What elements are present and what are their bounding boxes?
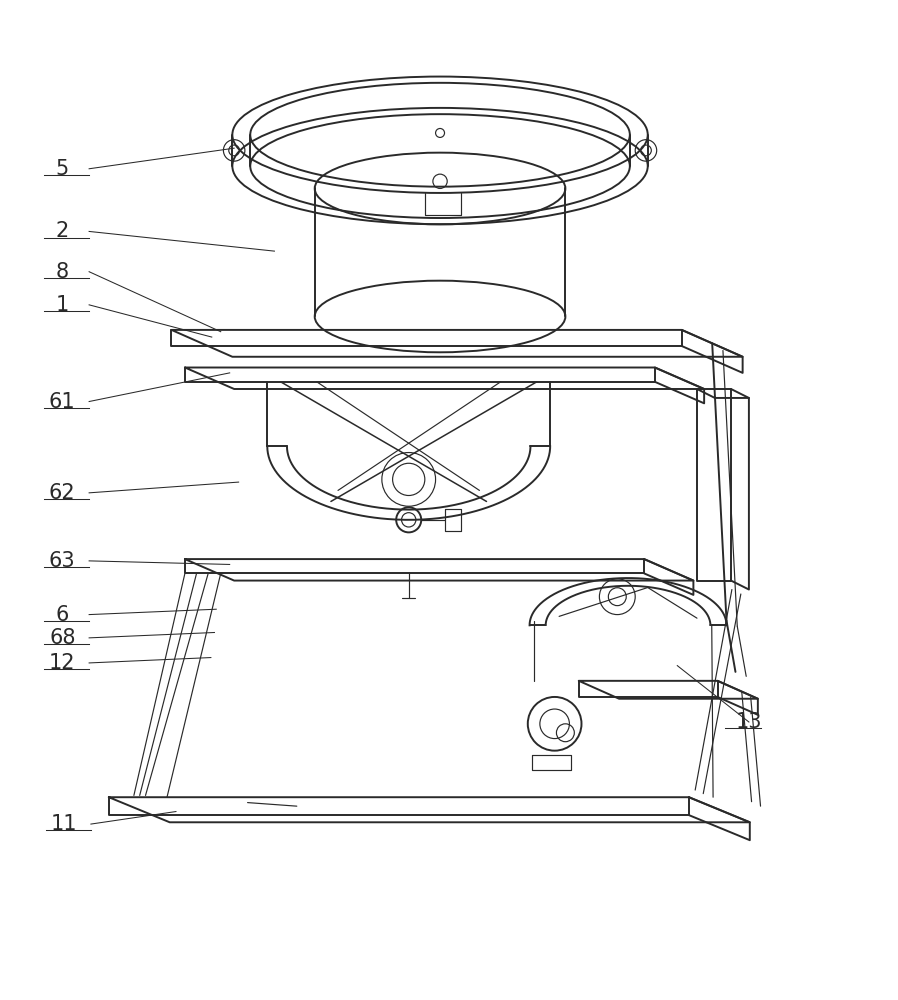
Text: 6: 6: [56, 605, 69, 625]
Text: 2: 2: [56, 221, 69, 241]
Text: 68: 68: [49, 628, 75, 648]
Text: 8: 8: [56, 262, 69, 282]
Text: 62: 62: [49, 483, 75, 503]
Text: 12: 12: [49, 653, 75, 673]
Text: 63: 63: [49, 551, 75, 571]
Text: 13: 13: [735, 712, 762, 732]
Text: 1: 1: [56, 295, 69, 315]
Text: 5: 5: [56, 159, 69, 179]
Text: 61: 61: [49, 392, 75, 412]
Text: 11: 11: [51, 814, 77, 834]
